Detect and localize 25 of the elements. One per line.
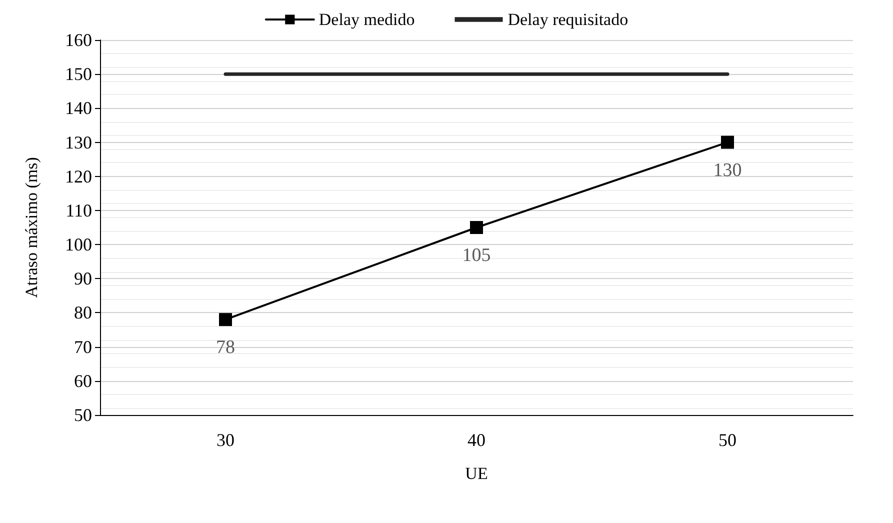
data-label: 78 [216, 337, 235, 358]
y-tick-label: 100 [65, 234, 92, 255]
data-label: 105 [462, 245, 491, 266]
y-tick-label: 90 [74, 268, 92, 289]
y-tick-label: 110 [66, 200, 92, 220]
y-tick-label: 130 [65, 132, 92, 152]
y-tick-label: 60 [74, 370, 92, 391]
y-tick-label: 140 [65, 98, 92, 118]
y-tick-label: 150 [65, 64, 92, 84]
legend-label: Delay medido [318, 10, 415, 29]
legend-label: Delay requisitado [508, 10, 628, 29]
x-tick-label: 40 [468, 430, 486, 450]
y-tick-label: 70 [74, 336, 92, 357]
y-tick-label: 50 [74, 405, 92, 425]
point [721, 136, 734, 149]
x-tick-label: 50 [718, 430, 736, 450]
y-tick-label: 80 [74, 302, 92, 323]
data-label: 130 [713, 160, 742, 181]
point [470, 221, 483, 234]
x-tick-label: 30 [216, 430, 234, 450]
y-tick-label: 120 [65, 166, 92, 186]
y-tick-label: 160 [65, 30, 92, 50]
point [219, 313, 232, 326]
y-axis-title: Atraso máximo (ms) [22, 157, 41, 298]
x-axis-title: UE [465, 464, 488, 483]
